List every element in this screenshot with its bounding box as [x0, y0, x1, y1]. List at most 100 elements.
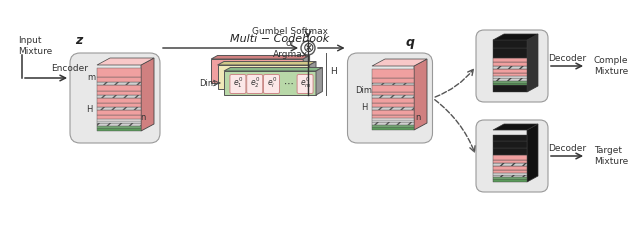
Text: Target
Mixture: Target Mixture [594, 146, 628, 166]
Polygon shape [493, 58, 527, 62]
FancyBboxPatch shape [264, 74, 280, 94]
Polygon shape [211, 59, 303, 83]
FancyBboxPatch shape [297, 74, 313, 94]
Text: $e_1^0$: $e_1^0$ [234, 75, 243, 90]
Text: Encoder: Encoder [51, 64, 88, 73]
FancyBboxPatch shape [230, 74, 246, 94]
Polygon shape [97, 107, 141, 110]
Polygon shape [218, 65, 310, 89]
Polygon shape [372, 120, 414, 122]
Polygon shape [493, 62, 527, 66]
Polygon shape [493, 79, 527, 81]
Polygon shape [493, 34, 538, 40]
Text: q: q [406, 36, 415, 49]
Polygon shape [372, 92, 414, 95]
Circle shape [301, 41, 315, 55]
Polygon shape [224, 68, 323, 71]
Polygon shape [211, 55, 310, 59]
Polygon shape [493, 155, 527, 160]
Polygon shape [493, 40, 527, 48]
Text: Gumbel Softmax
or
Argmax: Gumbel Softmax or Argmax [252, 27, 328, 59]
Polygon shape [97, 58, 154, 65]
Polygon shape [97, 126, 141, 128]
Polygon shape [493, 124, 538, 130]
Text: m: m [87, 73, 95, 82]
Polygon shape [97, 110, 141, 115]
Text: Dim: Dim [199, 79, 216, 88]
Polygon shape [372, 125, 414, 127]
Polygon shape [372, 127, 414, 130]
FancyBboxPatch shape [246, 74, 262, 94]
Polygon shape [493, 177, 527, 179]
Polygon shape [97, 103, 141, 107]
Text: $\cdots$: $\cdots$ [284, 78, 294, 88]
Text: H: H [361, 103, 367, 112]
Polygon shape [493, 85, 527, 92]
Polygon shape [372, 115, 414, 119]
Polygon shape [224, 71, 316, 95]
Text: Decoder: Decoder [548, 54, 586, 63]
Polygon shape [97, 91, 141, 95]
Polygon shape [97, 119, 141, 121]
Polygon shape [493, 169, 527, 173]
Polygon shape [493, 173, 527, 175]
Polygon shape [97, 121, 141, 123]
Polygon shape [493, 175, 527, 177]
Polygon shape [493, 166, 527, 169]
Polygon shape [493, 76, 527, 79]
Polygon shape [372, 78, 414, 83]
Polygon shape [97, 123, 141, 126]
Polygon shape [527, 34, 538, 92]
Polygon shape [97, 115, 141, 119]
FancyBboxPatch shape [348, 53, 433, 143]
Polygon shape [493, 148, 527, 155]
Polygon shape [372, 122, 414, 125]
Polygon shape [372, 69, 414, 78]
Polygon shape [493, 48, 527, 58]
FancyBboxPatch shape [476, 120, 548, 192]
FancyBboxPatch shape [476, 30, 548, 102]
Polygon shape [97, 98, 141, 103]
Polygon shape [372, 85, 414, 92]
Polygon shape [97, 95, 141, 98]
Text: n: n [140, 113, 146, 122]
Text: n: n [415, 113, 420, 122]
Text: Dim: Dim [355, 86, 372, 95]
Polygon shape [372, 83, 414, 85]
Text: z: z [76, 34, 83, 47]
Polygon shape [97, 85, 141, 91]
Polygon shape [372, 95, 414, 98]
Text: Input
Mixture: Input Mixture [18, 36, 52, 56]
Polygon shape [493, 160, 527, 163]
Polygon shape [372, 119, 414, 120]
Polygon shape [310, 61, 316, 89]
Polygon shape [493, 73, 527, 76]
Polygon shape [493, 179, 527, 182]
Text: H: H [86, 105, 92, 114]
Polygon shape [372, 103, 414, 107]
FancyBboxPatch shape [70, 53, 160, 143]
Text: $e_m^0$: $e_m^0$ [300, 75, 312, 90]
Polygon shape [97, 77, 141, 82]
Polygon shape [527, 124, 538, 182]
Text: Multi − Codebook: Multi − Codebook [230, 34, 330, 44]
Polygon shape [141, 58, 154, 131]
Polygon shape [372, 98, 414, 103]
Polygon shape [372, 59, 427, 66]
Polygon shape [493, 83, 527, 85]
Polygon shape [493, 69, 527, 73]
Polygon shape [316, 68, 323, 95]
Polygon shape [372, 107, 414, 109]
Text: H: H [330, 68, 337, 76]
Text: $\otimes$: $\otimes$ [302, 41, 314, 55]
Polygon shape [493, 135, 527, 141]
Polygon shape [493, 66, 527, 69]
Text: Decoder: Decoder [548, 144, 586, 153]
Text: $e_2^0$: $e_2^0$ [250, 75, 260, 90]
Polygon shape [97, 82, 141, 85]
Text: Comple
Mixture: Comple Mixture [594, 56, 628, 76]
Polygon shape [493, 141, 527, 148]
Polygon shape [493, 81, 527, 83]
Polygon shape [414, 59, 427, 130]
Polygon shape [218, 61, 316, 65]
